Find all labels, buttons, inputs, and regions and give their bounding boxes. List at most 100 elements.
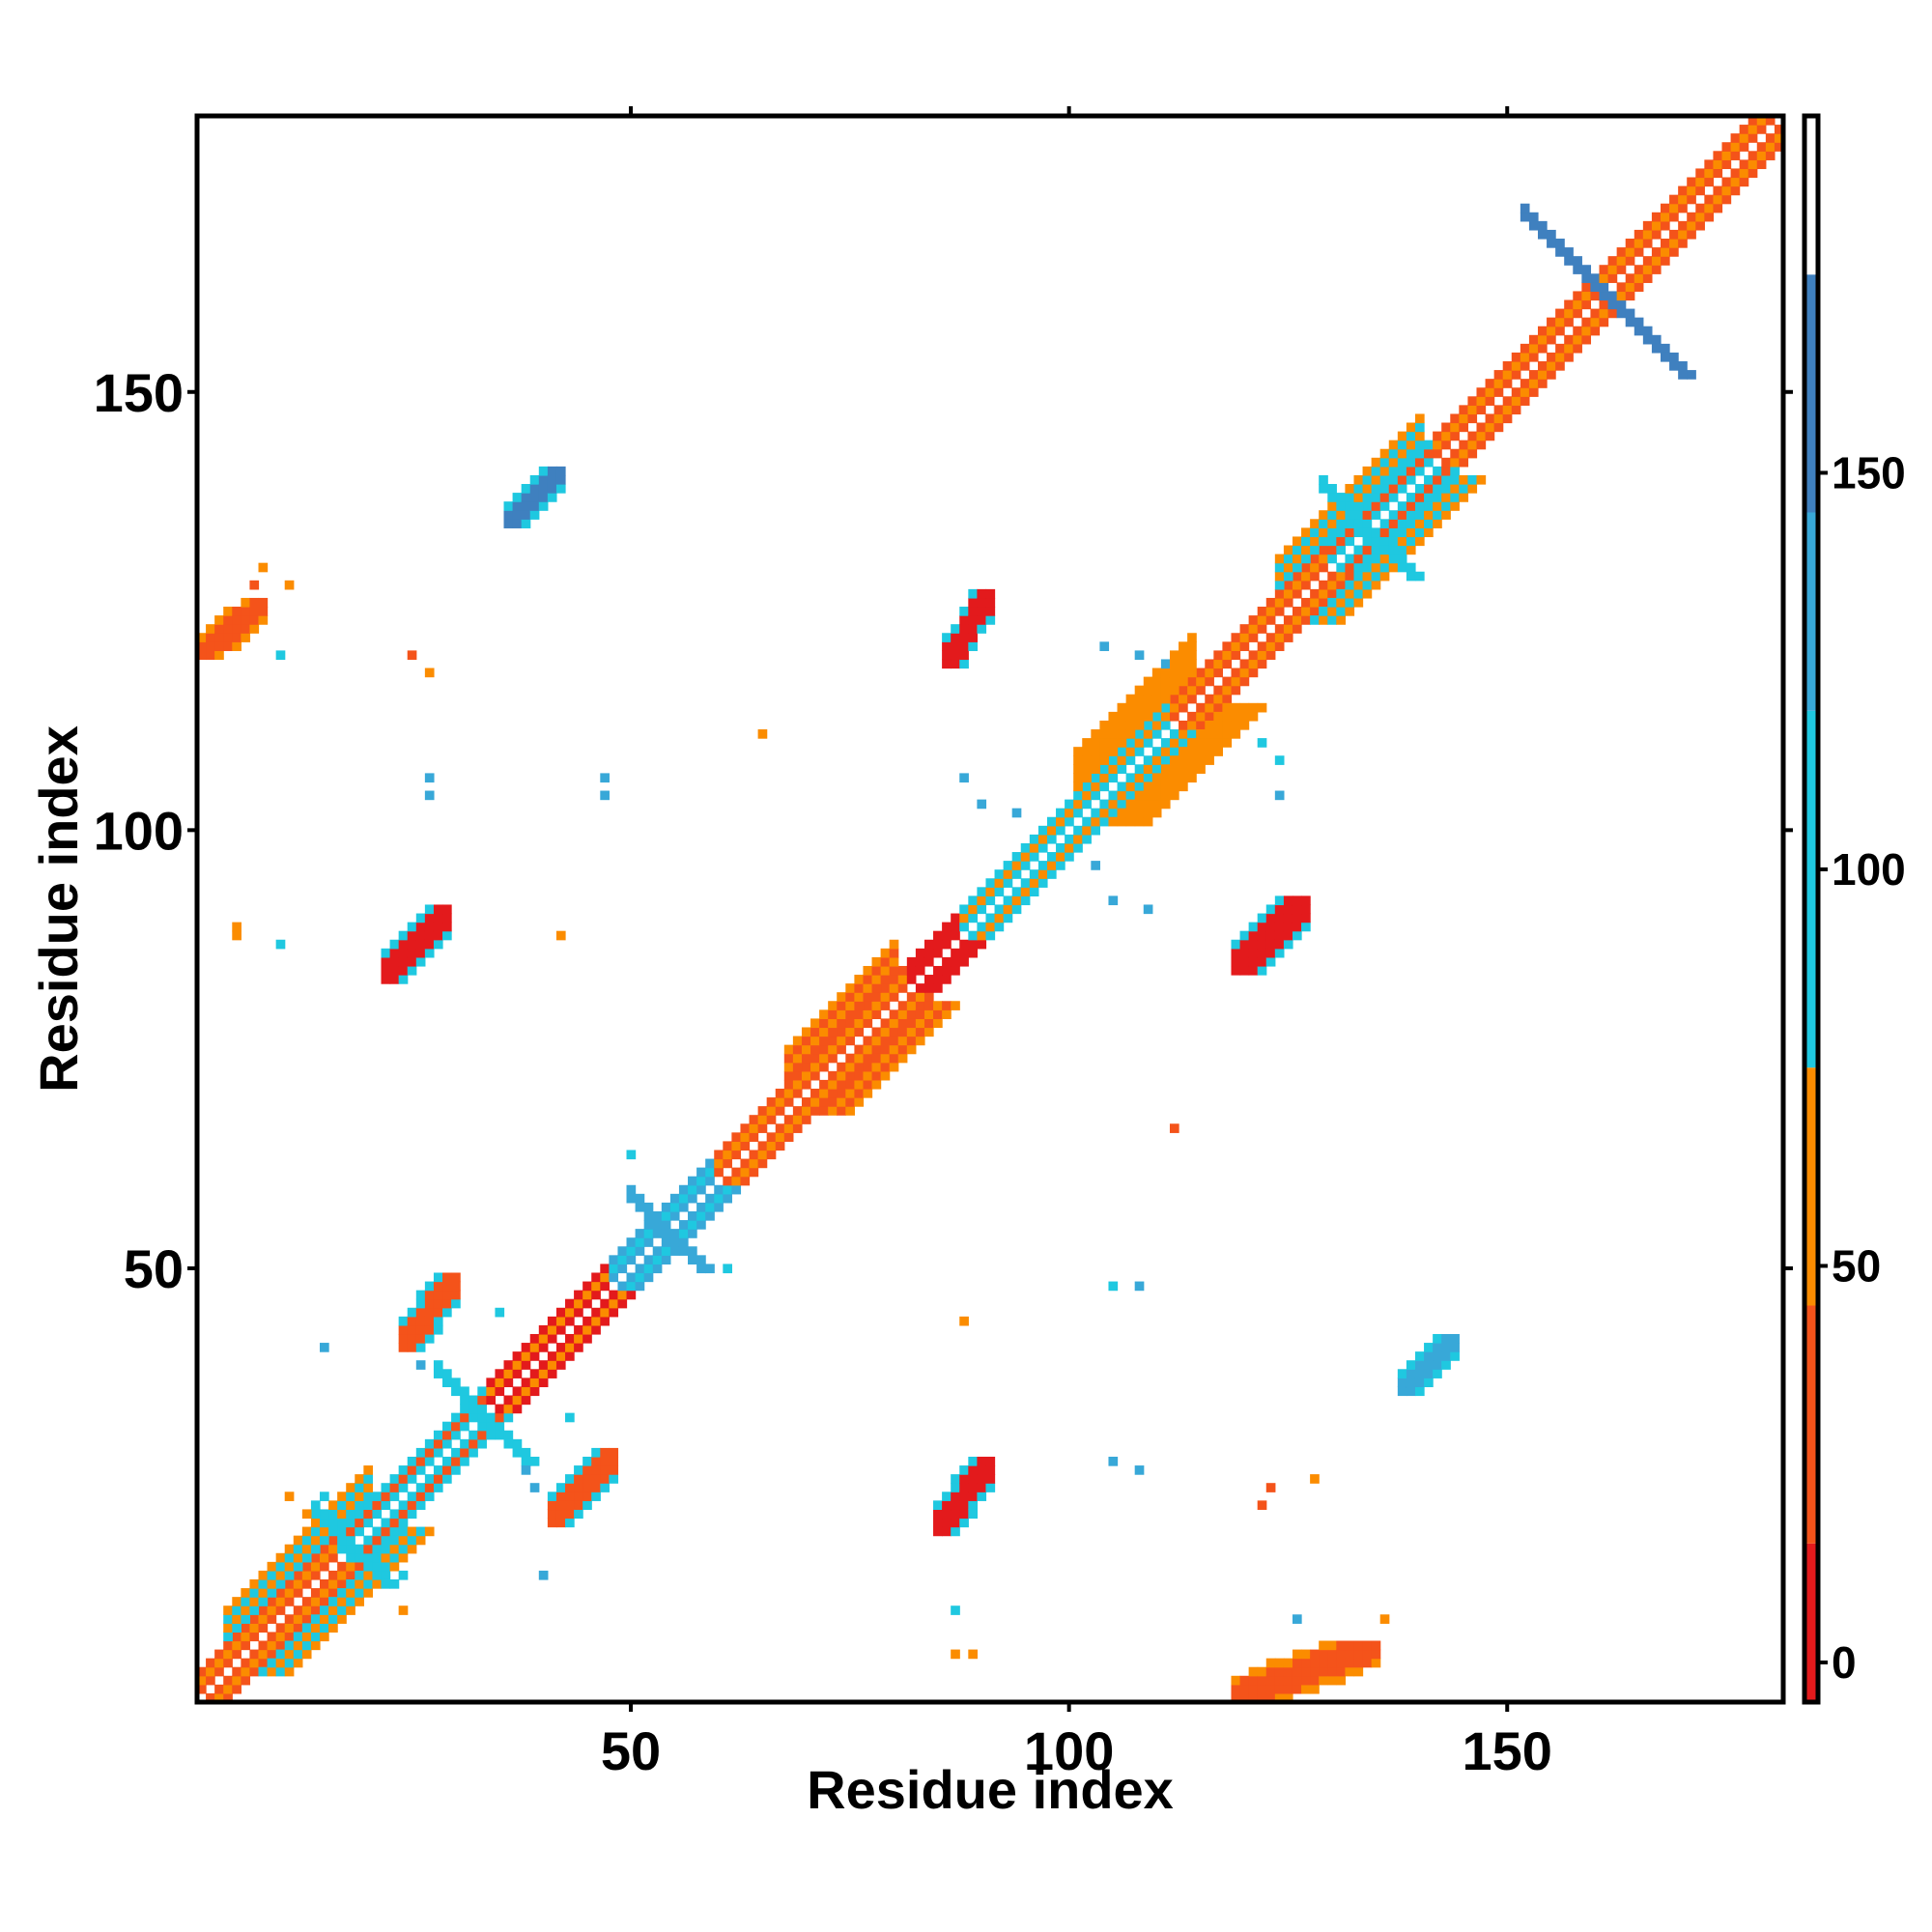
heatmap-cell [959,1509,969,1520]
heatmap-cell [1274,633,1285,642]
heatmap-cell [460,1421,469,1432]
heatmap-cell [1292,913,1302,923]
heatmap-cell [1713,185,1723,196]
heatmap-cell [1397,554,1407,564]
heatmap-cell [301,1640,312,1651]
heatmap-cell [486,1378,497,1388]
heatmap-cell [837,1001,846,1010]
heatmap-cell [854,1062,865,1072]
heatmap-cell [232,641,242,651]
heatmap-cell [845,992,855,1002]
heatmap-cell [1371,580,1381,590]
heatmap-cell [1283,624,1293,634]
colorbar-tick-label: 50 [1832,1240,1881,1291]
heatmap-cell [801,1079,811,1090]
heatmap-cell [529,1386,540,1397]
heatmap-cell [1590,326,1601,336]
heatmap-cell [1660,220,1670,231]
heatmap-cell [529,1369,540,1378]
heatmap-cell [1537,229,1548,240]
heatmap-cell [880,1001,891,1010]
heatmap-cell [1108,764,1119,774]
heatmap-cell [1625,256,1635,266]
heatmap-cell [1388,474,1399,485]
heatmap-cell [555,1509,566,1520]
heatmap-cell [1143,773,1153,783]
heatmap-cell [1169,650,1179,661]
heatmap-cell [538,1570,549,1580]
heatmap-cell [565,1518,575,1528]
heatmap-cell [1345,588,1355,599]
heatmap-cell [206,1675,215,1686]
heatmap-cell [433,1324,443,1335]
heatmap-cell [968,895,978,906]
heatmap-cell [258,1649,269,1660]
heatmap-cell [591,1281,601,1292]
heatmap-cell [977,607,987,616]
heatmap-cell [503,1404,514,1414]
heatmap-cell [1520,352,1530,362]
heatmap-cell [451,1290,461,1300]
heatmap-cell [547,484,557,494]
heatmap-cell [1327,1658,1337,1668]
heatmap-cell [1336,1649,1347,1660]
heatmap-cell [389,1552,400,1563]
heatmap-cell [880,1036,891,1046]
heatmap-cell [740,1141,751,1151]
heatmap-cell [1424,510,1434,520]
heatmap-cell [301,1614,312,1624]
heatmap-cell [828,1079,838,1090]
heatmap-cell [1414,536,1425,547]
heatmap-cell [1205,659,1214,669]
heatmap-cell [1459,413,1469,424]
heatmap-cell [591,1324,601,1335]
heatmap-cell [372,1500,383,1511]
heatmap-cell [424,1290,435,1300]
heatmap-cell [1134,738,1145,748]
heatmap-cell [1476,422,1487,433]
heatmap-cell [1205,738,1214,748]
heatmap-cell [1011,869,1022,879]
heatmap-cell [1485,422,1495,433]
heatmap-cell [293,1578,303,1589]
heatmap-cell [1091,755,1100,765]
heatmap-cell [1108,773,1119,783]
heatmap-cell [232,1649,242,1660]
heatmap-cell [845,1027,855,1037]
heatmap-cell [249,1666,260,1677]
heatmap-cell [669,1193,680,1204]
heatmap-cell [1537,326,1548,336]
heatmap-cell [249,1588,260,1598]
heatmap-cell [1056,842,1065,853]
heatmap-cell [819,1009,829,1019]
heatmap-cell [1564,308,1574,319]
heatmap-cell [968,1465,978,1475]
heatmap-cell [223,641,233,651]
heatmap-cell [1257,702,1267,713]
heatmap-cell [1292,588,1302,599]
heatmap-cell [1125,755,1136,765]
heatmap-cell [1134,790,1145,801]
heatmap-cell [1756,151,1767,160]
heatmap-cell [688,1220,697,1230]
heatmap-cell [267,1649,277,1660]
heatmap-cell [731,1176,742,1186]
heatmap-cell [863,1062,873,1072]
heatmap-cell [977,887,987,896]
heatmap-cell [1196,747,1206,756]
heatmap-cell [1433,519,1442,528]
heatmap-cell [1274,790,1285,801]
heatmap-cell [451,1430,461,1440]
heatmap-cell [845,1106,855,1116]
heatmap-cell [1397,519,1407,528]
heatmap-cell [1406,448,1416,459]
heatmap-cell [1485,413,1495,424]
heatmap-cell [1433,484,1442,494]
heatmap-cell [1590,317,1601,327]
heatmap-cell [1678,370,1688,380]
heatmap-cell [1046,869,1057,879]
heatmap-cell [837,1097,846,1107]
heatmap-cell [617,1255,628,1265]
heatmap-cell [942,930,952,941]
heatmap-cell [1713,159,1723,170]
